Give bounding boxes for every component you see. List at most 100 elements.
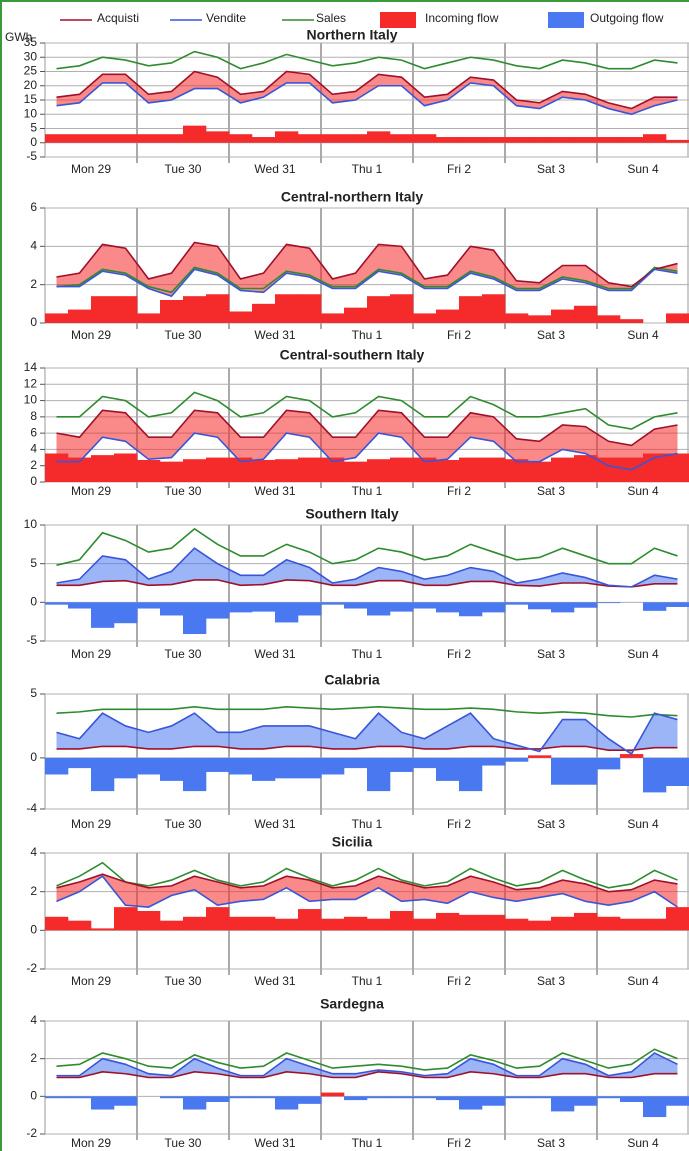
outgoing-bar — [643, 602, 667, 611]
acquisti-line — [56, 241, 678, 288]
outgoing-bar — [505, 602, 529, 605]
balance-area — [355, 713, 379, 749]
outgoing-bar — [413, 1096, 437, 1099]
balance-area — [240, 437, 264, 462]
outgoing-bar — [68, 1096, 92, 1099]
acquisti-line — [56, 70, 678, 110]
incoming-bar — [528, 755, 552, 758]
y-tick-label: 30 — [24, 49, 38, 63]
sales-line — [56, 527, 678, 566]
x-tick-label: Mon 29 — [71, 162, 111, 176]
x-tick-label: Mon 29 — [71, 817, 111, 831]
y-tick-label: 4 — [30, 1013, 37, 1027]
balance-area — [424, 885, 448, 904]
y-tick-label: 4 — [30, 239, 37, 253]
incoming-bar — [413, 313, 437, 323]
incoming-bar — [459, 457, 483, 482]
incoming-bar — [620, 319, 644, 323]
balance-area — [309, 1066, 333, 1078]
incoming-bar — [344, 916, 368, 931]
x-tick-label: Wed 31 — [254, 817, 295, 831]
outgoing-bar — [252, 757, 276, 781]
balance-area — [194, 410, 218, 438]
incoming-bar — [413, 918, 437, 931]
x-tick-label: Tue 30 — [165, 817, 202, 831]
x-tick-label: Thu 1 — [352, 1136, 383, 1150]
balance-area — [539, 91, 563, 109]
outgoing-bar — [321, 757, 345, 775]
x-tick-label: Fri 2 — [447, 162, 471, 176]
incoming-bar — [183, 459, 207, 482]
balance-area — [355, 876, 379, 900]
incoming-bar — [252, 137, 276, 143]
sales-line — [56, 705, 678, 718]
incoming-bar — [574, 137, 598, 143]
incoming-bar — [390, 457, 414, 482]
y-tick-label: 12 — [24, 376, 38, 390]
incoming-bar — [114, 907, 138, 931]
legend-swatch — [380, 12, 416, 28]
balance-area — [217, 563, 241, 586]
incoming-bar — [436, 460, 460, 482]
balance-area — [309, 412, 333, 462]
balance-area — [125, 725, 149, 749]
balance-area — [56, 732, 80, 749]
balance-area — [240, 725, 264, 749]
balance-area — [562, 572, 586, 583]
x-tick-label: Sun 4 — [627, 162, 659, 176]
outgoing-bar — [45, 757, 69, 775]
legend-label: Outgoing flow — [590, 11, 664, 25]
incoming-bar — [459, 914, 483, 931]
outgoing-bar — [160, 757, 184, 781]
incoming-bar — [597, 315, 621, 323]
x-tick-label: Tue 30 — [165, 1136, 202, 1150]
outgoing-bar — [114, 602, 138, 624]
balance-area — [194, 548, 218, 580]
acquisti-line — [56, 745, 678, 752]
incoming-bar — [436, 137, 460, 143]
balance-area — [608, 889, 632, 906]
balance-area — [470, 1058, 494, 1074]
balance-area — [493, 416, 517, 462]
incoming-bar — [321, 1092, 345, 1097]
incoming-bar — [367, 459, 391, 482]
y-tick-label: 0 — [30, 923, 37, 937]
x-tick-label: Mon 29 — [71, 647, 111, 661]
balance-area — [447, 567, 471, 586]
vendite-line — [56, 1052, 678, 1077]
incoming-bar — [620, 754, 644, 758]
balance-area — [79, 555, 103, 586]
outgoing-bar — [137, 602, 161, 609]
vendite-line — [56, 875, 678, 908]
outgoing-bar — [321, 602, 345, 605]
sales-line — [56, 861, 678, 889]
balance-area — [631, 880, 655, 902]
balance-area — [470, 412, 494, 442]
incoming-bar — [482, 457, 506, 482]
incoming-bar — [551, 137, 575, 143]
balance-area — [217, 882, 241, 906]
outgoing-bar — [114, 1096, 138, 1106]
incoming-bar — [528, 315, 552, 323]
outgoing-bar — [229, 1096, 253, 1099]
balance-area — [286, 559, 310, 581]
outgoing-bar — [45, 1096, 69, 1099]
balance-area — [378, 244, 402, 276]
x-tick-label: Fri 2 — [447, 484, 471, 498]
outgoing-bar — [666, 602, 689, 607]
balance-area — [562, 1058, 586, 1074]
balance-area — [585, 883, 609, 906]
balance-area — [125, 74, 149, 103]
balance-area — [470, 713, 494, 747]
balance-area — [585, 94, 609, 109]
acquisti-line — [56, 1071, 678, 1079]
outgoing-bar — [436, 757, 460, 781]
balance-area — [286, 1058, 310, 1074]
balance-area — [447, 246, 471, 289]
balance-area — [102, 244, 126, 276]
balance-area — [286, 725, 310, 747]
balance-area — [355, 74, 379, 100]
outgoing-bar — [574, 602, 598, 608]
acquisti-line — [56, 409, 678, 447]
x-tick-label: Thu 1 — [352, 162, 383, 176]
